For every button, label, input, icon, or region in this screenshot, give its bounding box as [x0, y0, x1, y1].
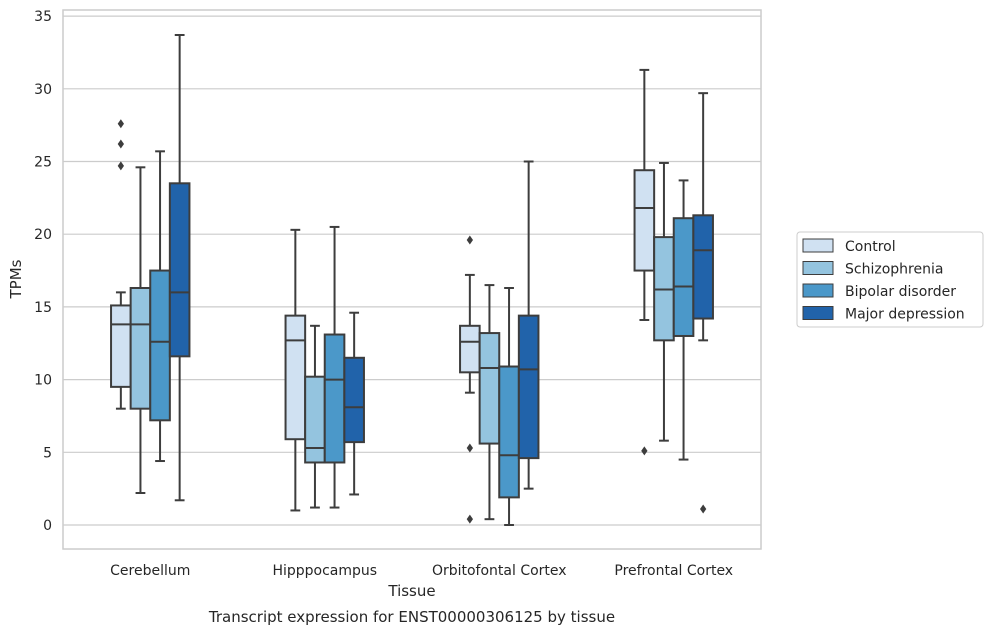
y-tick-label: 5	[43, 445, 52, 461]
box-2-2	[498, 286, 520, 526]
legend-swatch	[802, 283, 834, 298]
y-axis-label: TPMs	[7, 259, 25, 299]
box-body	[498, 365, 520, 499]
box-0-0	[110, 119, 132, 410]
box-body	[110, 304, 132, 388]
outlier-point	[641, 446, 648, 456]
outlier-point	[466, 443, 473, 453]
box-0-3	[633, 68, 656, 456]
box-body	[284, 314, 307, 441]
x-tick-labels: Cerebellum Hipppocampus Orbitofontal Corte…	[110, 563, 733, 579]
box-1-0	[129, 166, 152, 495]
legend-label: Schizophrenia	[845, 262, 943, 278]
box-0-1	[284, 228, 307, 512]
x-tick-label: Prefrontal Cortex	[614, 563, 733, 579]
box-body	[343, 356, 365, 444]
box-body	[168, 182, 191, 358]
box-body	[478, 332, 501, 445]
legend-swatch	[802, 261, 834, 275]
x-tick-label: Orbitofontal Cortex	[432, 563, 567, 579]
box-2-0	[149, 150, 171, 463]
box-series	[110, 34, 714, 526]
outlier-point	[117, 161, 124, 171]
legend-label: Control	[845, 239, 896, 255]
box-0-2	[459, 235, 481, 524]
y-tick-label: 20	[34, 227, 52, 243]
box-body	[149, 269, 171, 422]
legend-swatch	[802, 306, 834, 320]
box-3-3	[692, 92, 714, 514]
plot-frame	[62, 9, 762, 550]
box-body	[304, 375, 326, 464]
x-tick-label: Hipppocampus	[272, 563, 377, 579]
box-body	[633, 169, 656, 272]
box-body	[517, 314, 540, 460]
outlier-point	[117, 119, 124, 129]
outlier-point	[466, 514, 473, 524]
outlier-point	[117, 139, 124, 149]
y-tick-label: 15	[34, 300, 52, 316]
y-tick-labels: 0 5 10 15 20 25 30 35	[34, 9, 52, 534]
box-body	[323, 333, 346, 464]
outlier-point	[466, 235, 473, 245]
box-body	[672, 217, 695, 337]
box-body	[692, 214, 714, 320]
box-body	[459, 324, 481, 374]
x-axis-label: Tissue	[387, 582, 435, 600]
legend-label: Bipolar disorder	[845, 284, 956, 300]
box-3-0	[168, 34, 191, 502]
legend-swatch	[802, 238, 834, 253]
x-tick-label: Cerebellum	[110, 563, 190, 579]
box-1-2	[478, 284, 501, 521]
box-3-1	[343, 311, 365, 496]
box-1-3	[653, 161, 675, 442]
y-tick-label: 25	[34, 155, 52, 171]
y-tick-label: 10	[34, 373, 52, 389]
box-2-3	[672, 179, 695, 461]
y-tick-label: 0	[43, 518, 52, 534]
box-2-1	[323, 225, 346, 509]
box-3-2	[517, 160, 540, 490]
y-tick-label: 35	[34, 9, 52, 25]
outlier-point	[700, 504, 707, 514]
box-1-1	[304, 324, 326, 509]
legend-frame	[796, 231, 984, 328]
chart-caption: Transcript expression for ENST0000030612…	[208, 608, 615, 626]
legend-label: Major depression	[845, 307, 965, 323]
legend: Control Schizophrenia Bipolar disorder Majo…	[796, 231, 984, 328]
box-body	[129, 286, 152, 410]
y-tick-label: 30	[34, 82, 52, 98]
